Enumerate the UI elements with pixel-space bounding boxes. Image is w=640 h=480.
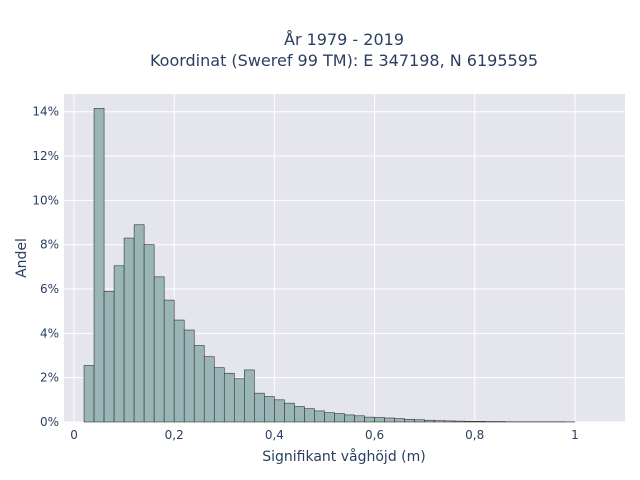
histogram-bar (354, 415, 365, 423)
histogram-bar (454, 420, 466, 423)
histogram-bar (83, 365, 95, 423)
x-tick-label: 0,4 (265, 428, 284, 442)
x-tick-label: 0,8 (465, 428, 484, 442)
histogram-bar (334, 413, 345, 423)
histogram-bar (183, 329, 195, 423)
histogram-bar (153, 276, 165, 423)
histogram-bar (314, 410, 325, 423)
histogram-bar (434, 420, 445, 423)
histogram-bar (223, 372, 235, 423)
histogram-bar (254, 392, 265, 423)
y-tick-label: 4% (40, 326, 59, 340)
histogram-bar (103, 290, 115, 423)
histogram-bar (474, 421, 486, 423)
y-tick-label: 6% (40, 282, 59, 296)
histogram-bar (244, 369, 255, 423)
x-tick-label: 1 (571, 428, 579, 442)
histogram-bar (304, 408, 315, 423)
histogram-bar (424, 419, 435, 423)
histogram-bar (193, 345, 205, 423)
chart-title-line-2: Koordinat (Sweref 99 TM): E 347198, N 61… (150, 51, 538, 70)
histogram-bar (113, 265, 125, 423)
histogram-bar (264, 396, 275, 423)
bars-group (83, 108, 576, 423)
histogram-bar (203, 356, 215, 423)
y-tick-label: 8% (40, 238, 59, 252)
histogram-bar (163, 299, 175, 423)
histogram-bar (444, 420, 455, 423)
histogram-bar (324, 412, 335, 423)
histogram-bar (213, 367, 225, 423)
histogram-bar (93, 108, 105, 423)
x-tick-label: 0,2 (165, 428, 184, 442)
histogram-bar (364, 416, 375, 423)
histogram-bar (344, 414, 355, 423)
histogram-bar (394, 418, 405, 423)
y-axis-ticks: 0% 2% 4% 6% 8% 10% 12% 14% (32, 105, 59, 429)
histogram-bar (274, 399, 285, 423)
x-axis-label: Signifikant våghöjd (m) (262, 448, 425, 465)
histogram-bar (234, 378, 245, 423)
y-tick-label: 14% (32, 105, 59, 119)
histogram-bar (123, 237, 135, 423)
x-tick-label: 0,6 (365, 428, 384, 442)
histogram-bar (173, 319, 185, 423)
y-axis-label: Andel (14, 238, 30, 278)
x-axis-ticks: 0 0,2 0,4 0,6 0,8 1 (70, 428, 579, 442)
y-tick-label: 2% (40, 371, 59, 385)
histogram-bar (284, 402, 295, 423)
y-tick-label: 0% (40, 415, 59, 429)
y-tick-label: 10% (32, 193, 59, 207)
histogram-bar (143, 244, 155, 423)
histogram-bar (464, 421, 476, 423)
histogram-bar (384, 417, 395, 423)
y-tick-label: 12% (32, 149, 59, 163)
histogram-bar (374, 417, 385, 423)
chart-title-line-1: År 1979 - 2019 (284, 30, 404, 49)
histogram-bar (414, 419, 425, 423)
histogram-bar (294, 406, 305, 423)
histogram-bar (133, 224, 145, 423)
histogram-bar (404, 419, 415, 423)
x-tick-label: 0 (70, 428, 78, 442)
